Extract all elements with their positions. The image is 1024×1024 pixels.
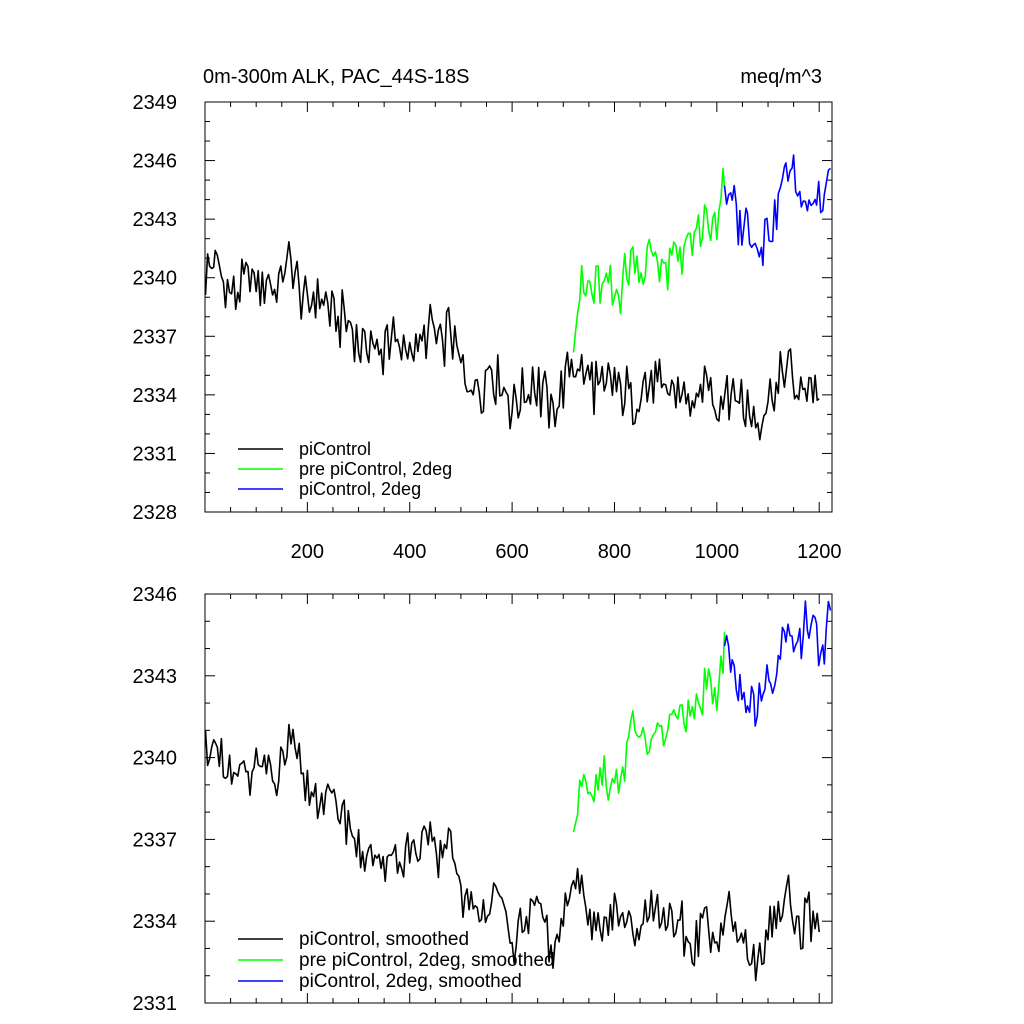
series-line-1 <box>204 241 820 441</box>
y-tick-label: 2331 <box>133 443 178 465</box>
plot-frame <box>204 593 833 1004</box>
figure-title: 0m-300m ALK, PAC_44S-18S <box>203 66 469 88</box>
x-tick-label: 600 <box>495 541 528 563</box>
plot-frame <box>204 101 833 513</box>
y-tick-label: 2343 <box>133 666 178 688</box>
x-tick-label: 1000 <box>695 541 740 563</box>
legend-label-3: piControl, 2deg <box>299 479 421 499</box>
series-line-3 <box>723 600 832 727</box>
y-tick-label: 2340 <box>133 268 178 290</box>
top-panel: 200 400 600 800 1000 1200 2328 2331 2334 2337 2340… <box>133 92 842 563</box>
legend-label-1: piControl, smoothed <box>299 929 469 950</box>
x-tick-label: 1200 <box>797 541 842 563</box>
y-tick-label: 2331 <box>133 993 178 1015</box>
y-tick-label: 2346 <box>133 151 178 173</box>
legend-label-2: pre piControl, 2deg <box>299 459 452 479</box>
legend-label-2: pre piControl, 2deg, smoothed <box>299 950 555 971</box>
series-line-2 <box>572 632 726 833</box>
legend-label-1: piControl <box>299 439 371 459</box>
y-tick-label: 2328 <box>133 502 178 524</box>
bottom-panel: 2331 2334 2337 2340 2343 2346 piControl, smoot… <box>133 584 833 1015</box>
y-tick-label: 2343 <box>133 209 178 231</box>
legend-label-3: piControl, 2deg, smoothed <box>299 971 522 992</box>
y-tick-label: 2334 <box>133 385 178 407</box>
series-line-1 <box>204 723 820 982</box>
y-tick-label: 2340 <box>133 748 178 770</box>
series-line-2 <box>572 167 726 353</box>
x-tick-label: 200 <box>291 541 324 563</box>
units-label: meq/m^3 <box>740 66 822 88</box>
x-tick-label: 800 <box>598 541 631 563</box>
y-tick-label: 2346 <box>133 584 178 606</box>
y-tick-label: 2337 <box>133 829 178 851</box>
y-tick-label: 2349 <box>133 92 178 114</box>
y-tick-label: 2337 <box>133 326 178 348</box>
x-tick-label: 400 <box>393 541 426 563</box>
series-line-3 <box>723 154 832 267</box>
y-tick-label: 2334 <box>133 911 178 933</box>
